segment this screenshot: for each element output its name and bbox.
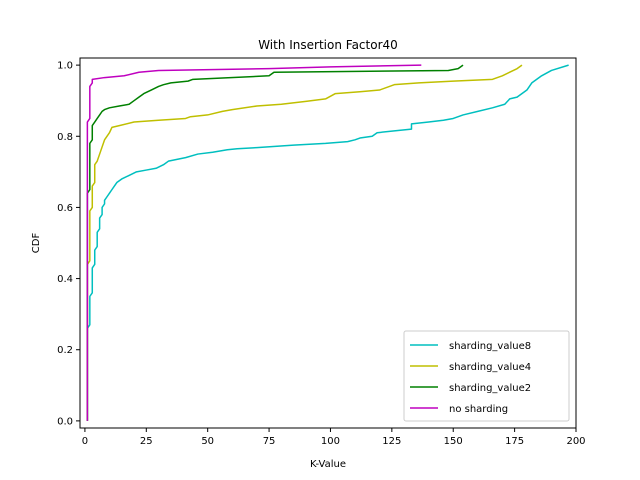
- x-tick-label: 25: [140, 436, 153, 447]
- y-axis-label: CDF: [31, 233, 42, 254]
- x-tick-label: 100: [321, 436, 340, 447]
- series-line-0: [86, 64, 569, 421]
- legend-label: sharding_value8: [449, 341, 531, 352]
- y-axis-ticks: 0.0 0.2 0.4 0.6 0.8 1.0: [57, 61, 80, 427]
- series-line-1: [86, 64, 523, 421]
- y-tick-label: 0.2: [57, 345, 73, 356]
- x-tick-label: 125: [382, 436, 401, 447]
- x-tick-label: 200: [566, 436, 585, 447]
- y-tick-label: 1.0: [57, 61, 73, 72]
- x-tick-label: 75: [263, 436, 276, 447]
- x-axis-label: K-Value: [310, 459, 346, 470]
- legend-label: no sharding: [449, 404, 508, 415]
- x-tick-label: 150: [444, 436, 463, 447]
- y-tick-label: 0.4: [57, 274, 73, 285]
- legend: sharding_value8 sharding_value4 sharding_v…: [403, 330, 570, 422]
- x-axis-ticks: 0 25 50 75 100 125 150 175 200: [82, 428, 586, 447]
- x-tick-label: 0: [82, 436, 88, 447]
- y-tick-label: 0.0: [57, 416, 73, 427]
- series-lines: [86, 64, 569, 421]
- x-tick-label: 175: [505, 436, 524, 447]
- series-line-2: [86, 64, 464, 421]
- legend-label: sharding_value2: [449, 383, 531, 394]
- y-tick-label: 0.6: [57, 203, 73, 214]
- legend-label: sharding_value4: [449, 362, 531, 373]
- plot-frame: [79, 57, 577, 429]
- series-line-3: [86, 64, 422, 421]
- y-tick-label: 0.8: [57, 132, 73, 143]
- chart-title: With Insertion Factor40: [258, 38, 398, 52]
- x-tick-label: 50: [201, 436, 214, 447]
- legend-box: [403, 330, 570, 422]
